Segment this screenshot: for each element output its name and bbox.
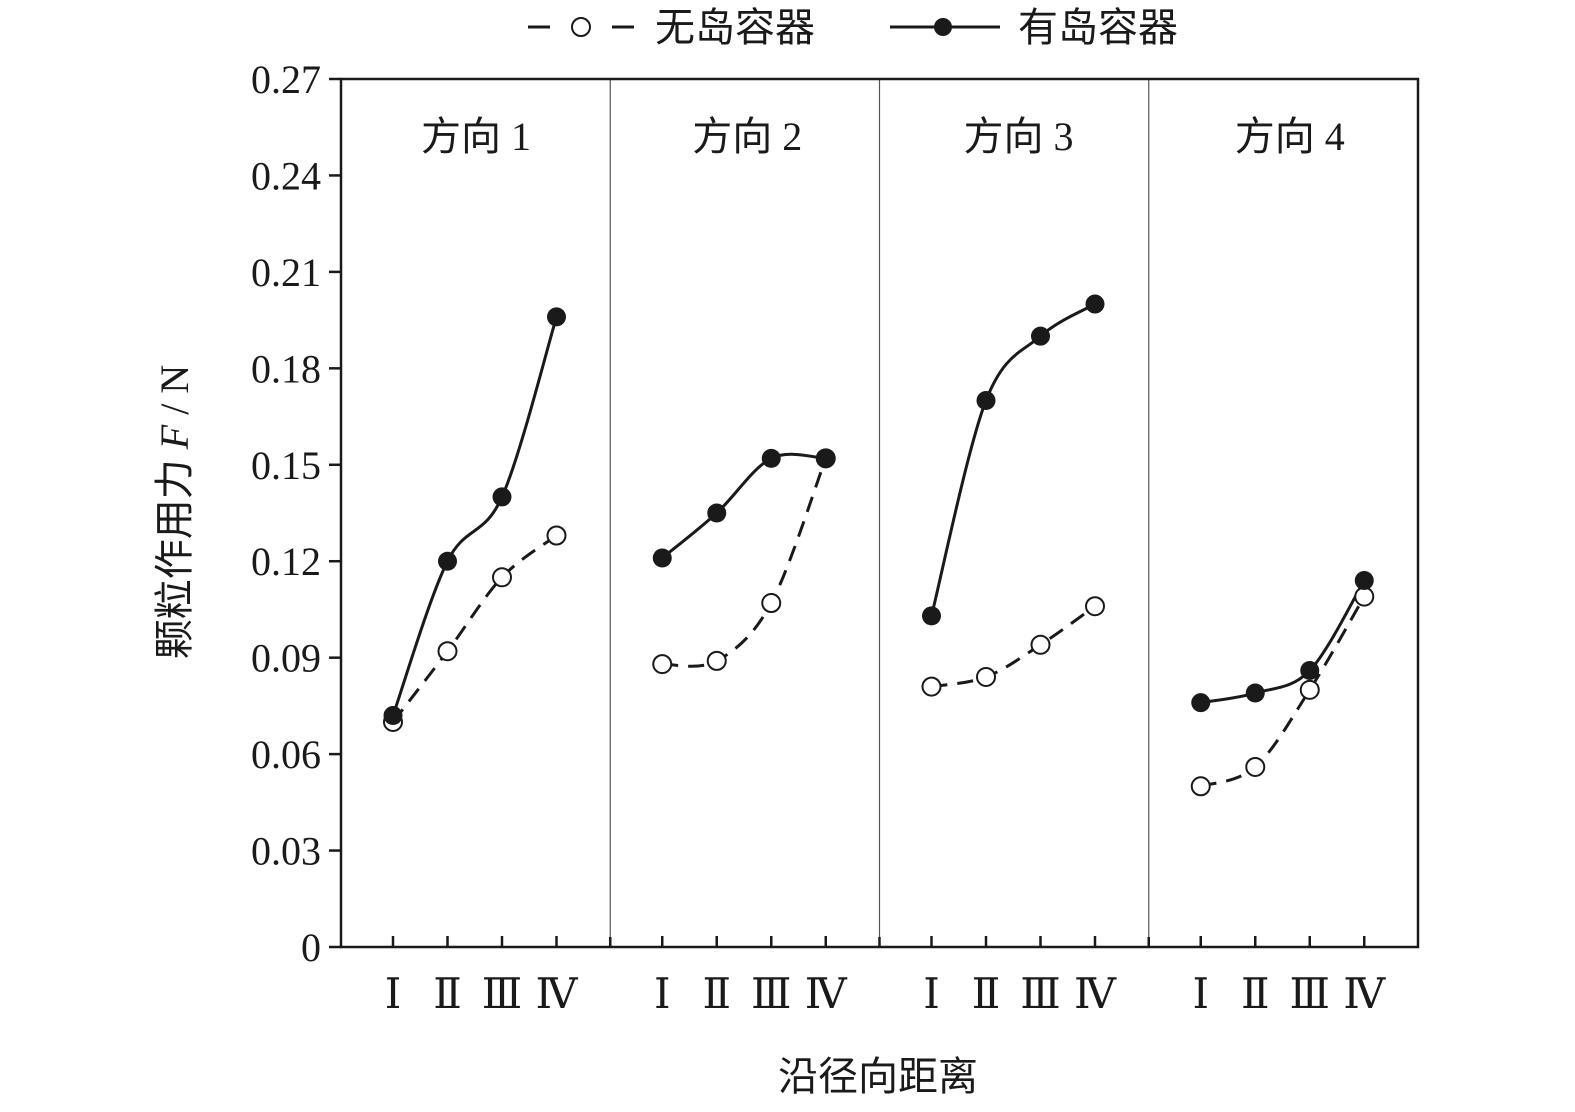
panel-title: 方向 3	[964, 114, 1074, 159]
series-line-with-island	[1200, 579, 1366, 705]
y-tick-label: 0	[301, 925, 321, 970]
point-with-island	[1191, 693, 1211, 713]
panel-2: 方向 2 Ⅰ Ⅱ Ⅲ Ⅳ	[609, 79, 848, 1018]
point-with-island	[761, 448, 781, 468]
x-tick-label: Ⅱ	[433, 972, 462, 1018]
series-line-with-island	[661, 452, 826, 560]
x-tick-label: Ⅱ	[702, 972, 731, 1018]
point-with-island	[1031, 326, 1050, 346]
y-tick-label: 0.18	[251, 346, 321, 391]
y-tick-label: 0.27	[251, 57, 321, 102]
point-no-island	[921, 676, 942, 697]
panel-3: 方向 3 Ⅰ Ⅱ Ⅲ Ⅳ	[878, 79, 1117, 1018]
x-tick-label: Ⅰ	[654, 972, 671, 1018]
point-no-island	[1299, 679, 1320, 700]
x-tick-label: Ⅳ	[1343, 972, 1386, 1018]
point-no-island	[1354, 586, 1375, 607]
point-no-island	[976, 666, 996, 687]
point-with-island	[547, 307, 566, 327]
point-no-island	[706, 650, 727, 671]
point-no-island	[761, 593, 782, 614]
x-tick-label: Ⅱ	[1241, 972, 1270, 1018]
point-with-island	[707, 503, 727, 523]
point-with-island	[652, 548, 672, 568]
x-tick-label: Ⅳ	[805, 972, 848, 1018]
panel-title: 方向 2	[692, 114, 802, 159]
y-axis-ticks: 0 0.03 0.06 0.09 0.12 0.15 0.18 0.21 0.24 0.27	[251, 57, 341, 970]
panel-1: 方向 1 Ⅰ Ⅱ Ⅲ Ⅳ	[383, 114, 579, 1018]
svg-text:颗粒作用力F/ N: 颗粒作用力 F / N	[152, 365, 197, 659]
point-with-island	[438, 551, 457, 571]
legend: 无岛容器 有岛容器	[528, 5, 1178, 50]
x-tick-label: Ⅳ	[536, 972, 579, 1018]
y-tick-label: 0.12	[251, 539, 321, 584]
y-tick-label: 0.09	[251, 636, 321, 681]
point-no-island	[652, 654, 673, 675]
y-tick-label: 0.06	[251, 732, 321, 777]
legend-marker-open	[571, 17, 591, 37]
y-axis-title-text: 颗粒作用力	[152, 459, 197, 659]
point-no-island	[1085, 596, 1105, 617]
y-tick-label: 0.03	[251, 829, 321, 874]
y-axis-title-unit: / N	[152, 365, 197, 415]
series-line-no-island	[391, 534, 558, 723]
panel-title: 方向 1	[421, 114, 531, 159]
x-tick-label: Ⅲ	[1020, 972, 1061, 1018]
series-line-no-island	[931, 605, 1096, 689]
point-with-island	[492, 487, 512, 507]
point-with-island	[1354, 571, 1374, 591]
series-line-no-island	[662, 457, 828, 668]
x-tick-label: Ⅱ	[972, 972, 1001, 1018]
x-tick-label: Ⅲ	[751, 972, 792, 1018]
x-tick-label: Ⅲ	[482, 972, 523, 1018]
x-tick-label: Ⅳ	[1074, 972, 1117, 1018]
legend-label-no-island: 无岛容器	[655, 5, 815, 50]
point-with-island	[922, 606, 941, 626]
point-with-island	[1300, 661, 1320, 681]
series-line-no-island	[1200, 595, 1366, 788]
point-with-island	[1245, 683, 1265, 703]
x-axis-title: 沿径向距离	[778, 1054, 978, 1099]
legend-label-with-island: 有岛容器	[1018, 5, 1178, 50]
point-no-island	[1030, 634, 1051, 655]
y-axis-title-variable: F	[152, 424, 197, 450]
panel-title: 方向 4	[1235, 114, 1345, 159]
x-tick-label: Ⅲ	[1289, 972, 1330, 1018]
x-tick-label: Ⅰ	[1192, 972, 1209, 1018]
series-line-with-island	[391, 316, 558, 717]
point-with-island	[976, 390, 996, 410]
point-no-island	[437, 641, 458, 662]
series-line-with-island	[930, 302, 1096, 617]
y-axis-title: 颗粒作用力 F / N	[152, 365, 197, 659]
point-no-island	[492, 567, 512, 588]
legend-marker-filled	[934, 18, 952, 36]
y-tick-label: 0.24	[251, 153, 321, 198]
point-with-island	[1085, 294, 1105, 314]
y-tick-label: 0.21	[251, 250, 321, 295]
panel-4: 方向 4 Ⅰ Ⅱ Ⅲ Ⅳ	[1147, 79, 1386, 1018]
point-no-island	[1245, 756, 1266, 777]
point-with-island	[816, 448, 836, 468]
plot-frame	[339, 77, 1420, 949]
point-no-island	[1190, 776, 1211, 797]
point-no-island	[546, 525, 567, 546]
point-with-island	[383, 706, 403, 726]
x-tick-label: Ⅰ	[385, 972, 402, 1018]
y-tick-label: 0.15	[251, 443, 321, 488]
x-tick-label: Ⅰ	[923, 972, 940, 1018]
